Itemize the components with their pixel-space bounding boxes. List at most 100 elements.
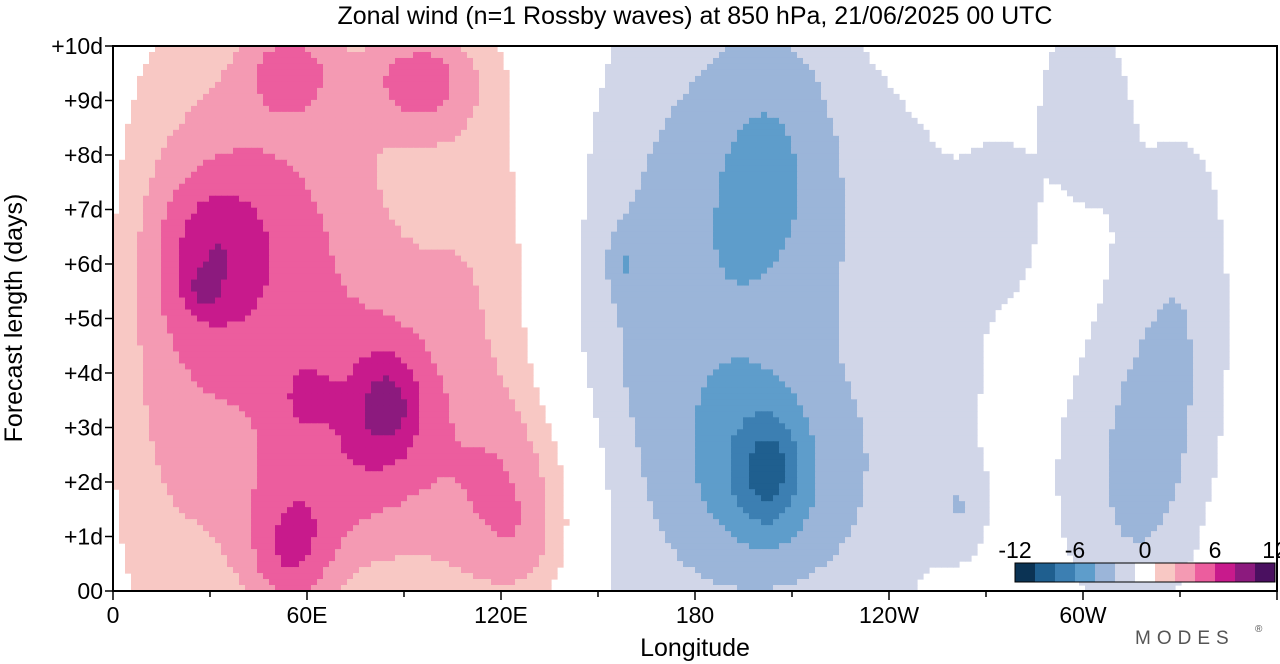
heatmap-cell — [1085, 105, 1092, 113]
heatmap-cell — [371, 165, 378, 173]
heatmap-cell — [821, 93, 828, 101]
heatmap-cell — [215, 123, 222, 131]
heatmap-cell — [893, 99, 900, 107]
heatmap-cell — [1103, 153, 1110, 161]
heatmap-cell — [1133, 183, 1140, 191]
heatmap-cell — [1199, 171, 1206, 179]
heatmap-cell — [845, 87, 852, 95]
heatmap-cell — [725, 183, 732, 191]
heatmap-cell — [401, 165, 408, 173]
heatmap-cell — [683, 153, 690, 161]
heatmap-cell — [221, 195, 228, 203]
heatmap-cell — [887, 117, 894, 125]
heatmap-cell — [419, 105, 426, 113]
heatmap-cell — [791, 219, 798, 227]
heatmap-cell — [911, 237, 918, 245]
heatmap-cell — [653, 201, 660, 209]
heatmap-cell — [617, 165, 624, 173]
heatmap-cell — [803, 153, 810, 161]
heatmap-cell — [893, 105, 900, 113]
heatmap-cell — [383, 219, 390, 227]
heatmap-cell — [131, 231, 138, 239]
heatmap-cell — [887, 93, 894, 101]
heatmap-cell — [1061, 87, 1068, 95]
heatmap-cell — [623, 75, 630, 83]
heatmap-cell — [1109, 201, 1116, 209]
heatmap-cell — [593, 129, 600, 137]
heatmap-cell — [677, 159, 684, 167]
heatmap-cell — [443, 195, 450, 203]
heatmap-cell — [179, 129, 186, 137]
heatmap-cell — [1007, 159, 1014, 167]
heatmap-cell — [377, 57, 384, 65]
heatmap-cell — [275, 177, 282, 185]
heatmap-cell — [149, 249, 156, 257]
heatmap-cell — [677, 231, 684, 239]
heatmap-cell — [197, 111, 204, 119]
heatmap-cell — [419, 46, 426, 53]
heatmap-cell — [725, 75, 732, 83]
heatmap-cell — [389, 201, 396, 209]
heatmap-cell — [257, 249, 264, 257]
heatmap-cell — [707, 46, 714, 53]
heatmap-cell — [443, 51, 450, 59]
heatmap-cell — [791, 46, 798, 53]
heatmap-cell — [413, 81, 420, 89]
heatmap-cell — [851, 123, 858, 131]
heatmap-cell — [191, 57, 198, 65]
heatmap-cell — [593, 135, 600, 143]
heatmap-cell — [617, 57, 624, 65]
heatmap-cell — [179, 153, 186, 161]
heatmap-cell — [311, 201, 318, 209]
heatmap-cell — [1187, 195, 1194, 203]
heatmap-cell — [599, 99, 606, 107]
heatmap-cell — [863, 171, 870, 179]
heatmap-cell — [461, 195, 468, 203]
heatmap-cell — [1181, 189, 1188, 197]
heatmap-cell — [779, 195, 786, 203]
heatmap-cell — [827, 207, 834, 215]
heatmap-cell — [779, 171, 786, 179]
heatmap-cell — [1007, 195, 1014, 203]
heatmap-cell — [437, 177, 444, 185]
heatmap-cell — [497, 237, 504, 245]
heatmap-cell — [917, 207, 924, 215]
heatmap-cell — [179, 201, 186, 209]
heatmap-cell — [383, 195, 390, 203]
heatmap-cell — [845, 171, 852, 179]
heatmap-cell — [299, 219, 306, 227]
heatmap-cell — [1115, 129, 1122, 137]
heatmap-cell — [737, 93, 744, 101]
heatmap-cell — [239, 81, 246, 89]
heatmap-cell — [425, 111, 432, 119]
heatmap-cell — [311, 117, 318, 125]
heatmap-cell — [761, 69, 768, 77]
heatmap-cell — [839, 81, 846, 89]
heatmap-cell — [461, 75, 468, 83]
heatmap-cell — [761, 93, 768, 101]
heatmap-cell — [215, 63, 222, 71]
heatmap-cell — [1097, 153, 1104, 161]
heatmap-cell — [311, 87, 318, 95]
heatmap-cell — [473, 129, 480, 137]
heatmap-cell — [1043, 117, 1050, 125]
heatmap-cell — [191, 123, 198, 131]
heatmap-cell — [773, 99, 780, 107]
heatmap-cell — [623, 231, 630, 239]
heatmap-cell — [809, 243, 816, 251]
heatmap-cell — [785, 195, 792, 203]
heatmap-cell — [317, 105, 324, 113]
heatmap-cell — [833, 159, 840, 167]
heatmap-cell — [629, 165, 636, 173]
heatmap-cell — [617, 46, 624, 53]
heatmap-cell — [851, 46, 858, 53]
heatmap-cell — [1163, 177, 1170, 185]
heatmap-cell — [305, 75, 312, 83]
heatmap-cell — [419, 51, 426, 59]
heatmap-cell — [515, 243, 522, 251]
heatmap-cell — [443, 75, 450, 83]
heatmap-cell — [431, 237, 438, 245]
heatmap-cell — [1175, 189, 1182, 197]
heatmap-cell — [845, 165, 852, 173]
heatmap-cell — [731, 243, 738, 251]
